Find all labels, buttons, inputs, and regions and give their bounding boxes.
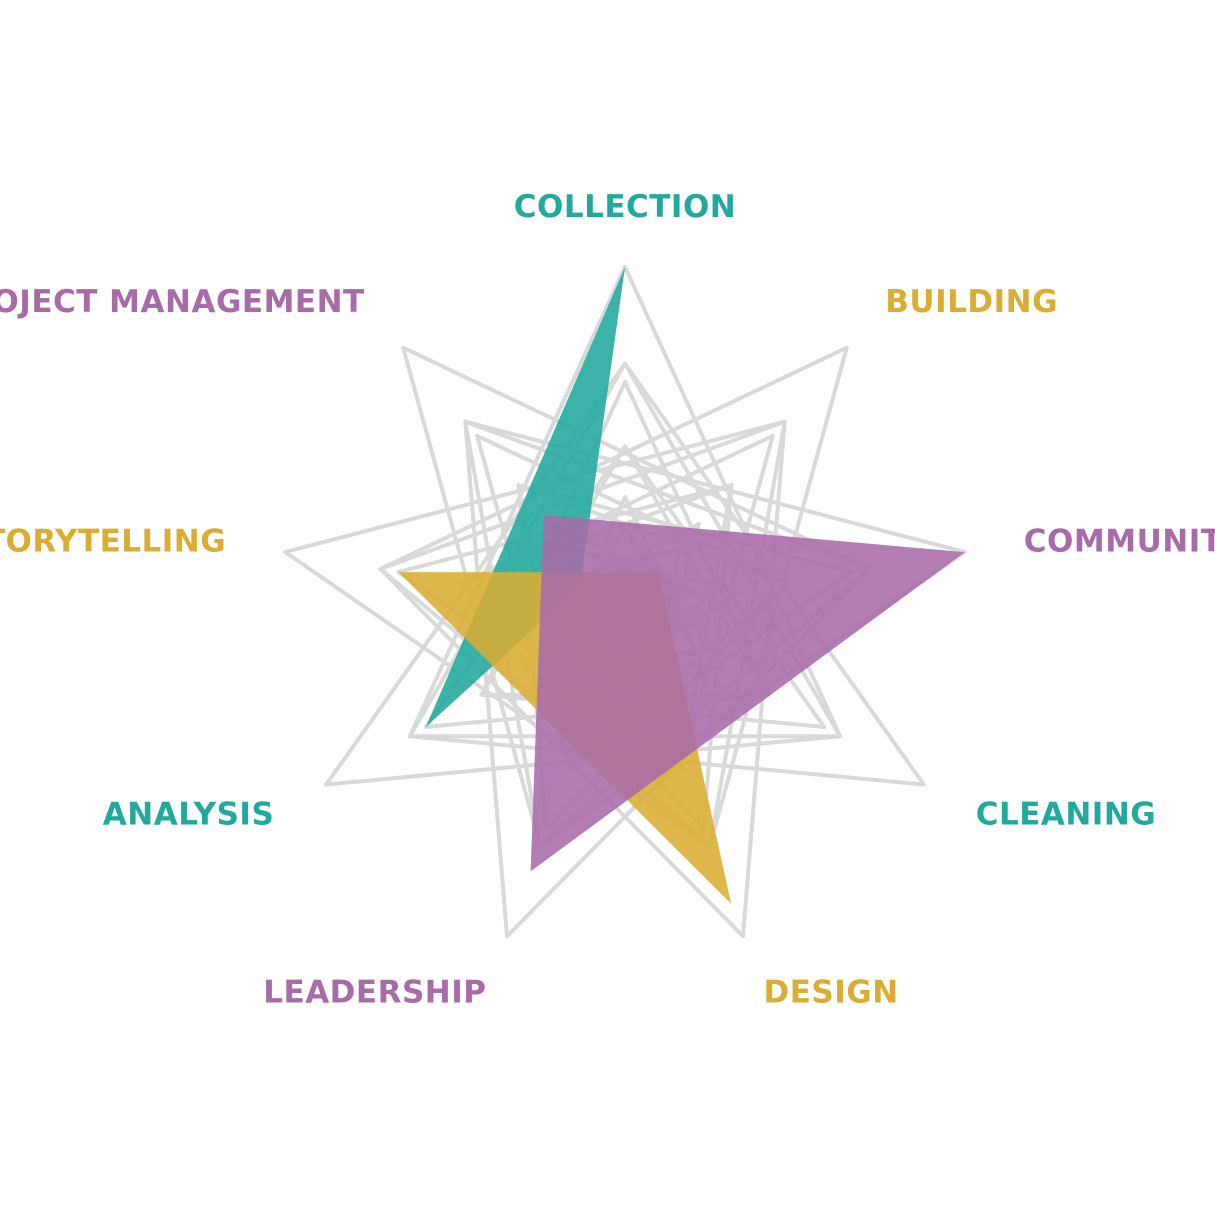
axis-label-cleaning: CLEANING <box>976 797 1157 833</box>
axis-label-building: BUILDING <box>885 284 1058 320</box>
series-polygon-3 <box>530 515 965 872</box>
axis-label-design: DESIGN <box>764 975 899 1011</box>
axis-label-leadership: LEADERSHIP <box>263 975 486 1011</box>
axis-labels: COLLECTION BUILDING COMMUNITY CLEANING DESIG… <box>0 189 1215 1011</box>
axis-label-community: COMMUNITY <box>1024 524 1215 560</box>
axis-label-project-management: PROJECT MANAGEMENT <box>0 284 365 320</box>
series-polygon-1 <box>425 267 625 727</box>
axis-label-analysis: ANALYSIS <box>103 797 275 833</box>
axis-label-storytelling: STORYTELLING <box>0 524 226 560</box>
radar-series <box>398 267 965 904</box>
axis-label-collection: COLLECTION <box>514 189 737 225</box>
